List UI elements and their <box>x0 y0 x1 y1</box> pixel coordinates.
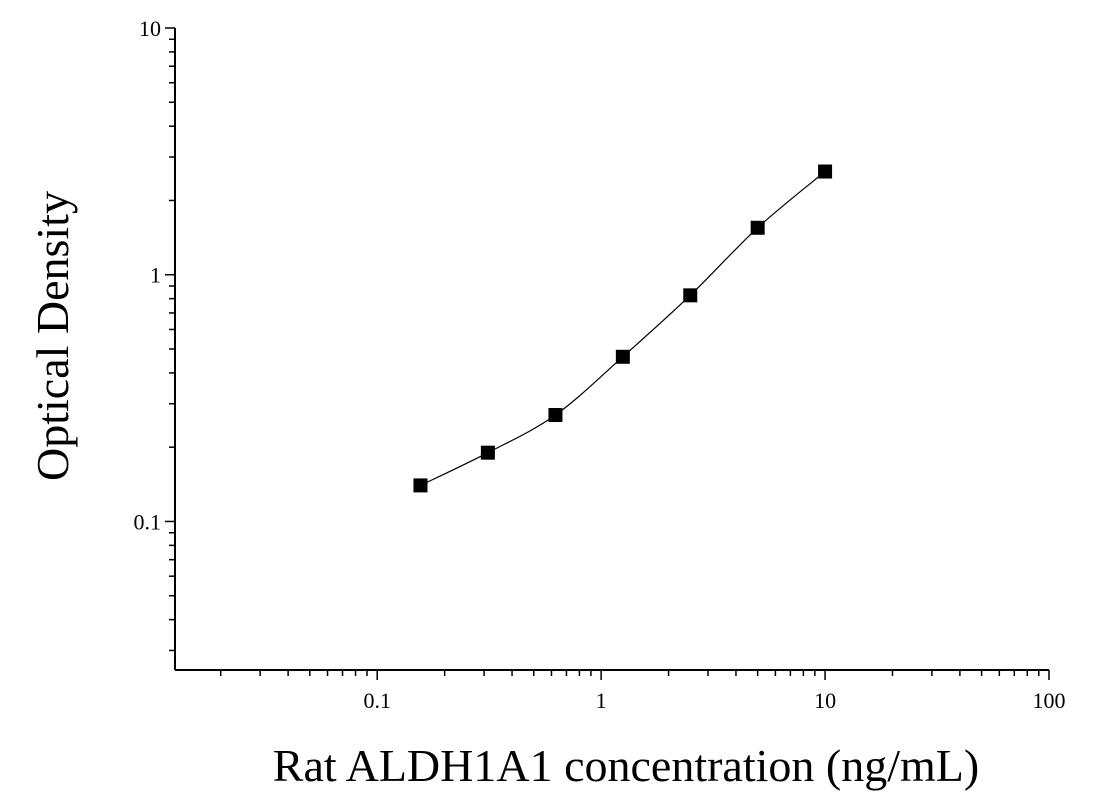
x-tick-label: 0.1 <box>363 688 391 713</box>
y-tick-label: 1 <box>150 263 161 288</box>
y-tick-label: 10 <box>139 16 161 41</box>
data-point <box>615 349 630 364</box>
y-axis-title: Optical Density <box>27 191 78 481</box>
axes <box>165 27 1050 680</box>
data-point <box>683 288 698 303</box>
data-point <box>818 164 833 179</box>
data-point <box>413 478 428 493</box>
data-point <box>480 445 495 460</box>
x-axis-title: Rat ALDH1A1 concentration (ng/mL) <box>273 740 979 791</box>
x-tick-label: 1 <box>596 688 607 713</box>
data-point <box>750 220 765 235</box>
data-points <box>413 164 833 493</box>
x-tick-label: 10 <box>814 688 836 713</box>
data-point <box>548 408 563 423</box>
x-tick-label: 100 <box>1033 688 1066 713</box>
y-tick-label: 0.1 <box>134 509 162 534</box>
fit-curve-layer <box>420 171 826 486</box>
fit-curve <box>420 171 826 486</box>
tick-labels: 0.1 1 10 100 0.1 1 10 <box>134 16 1066 713</box>
